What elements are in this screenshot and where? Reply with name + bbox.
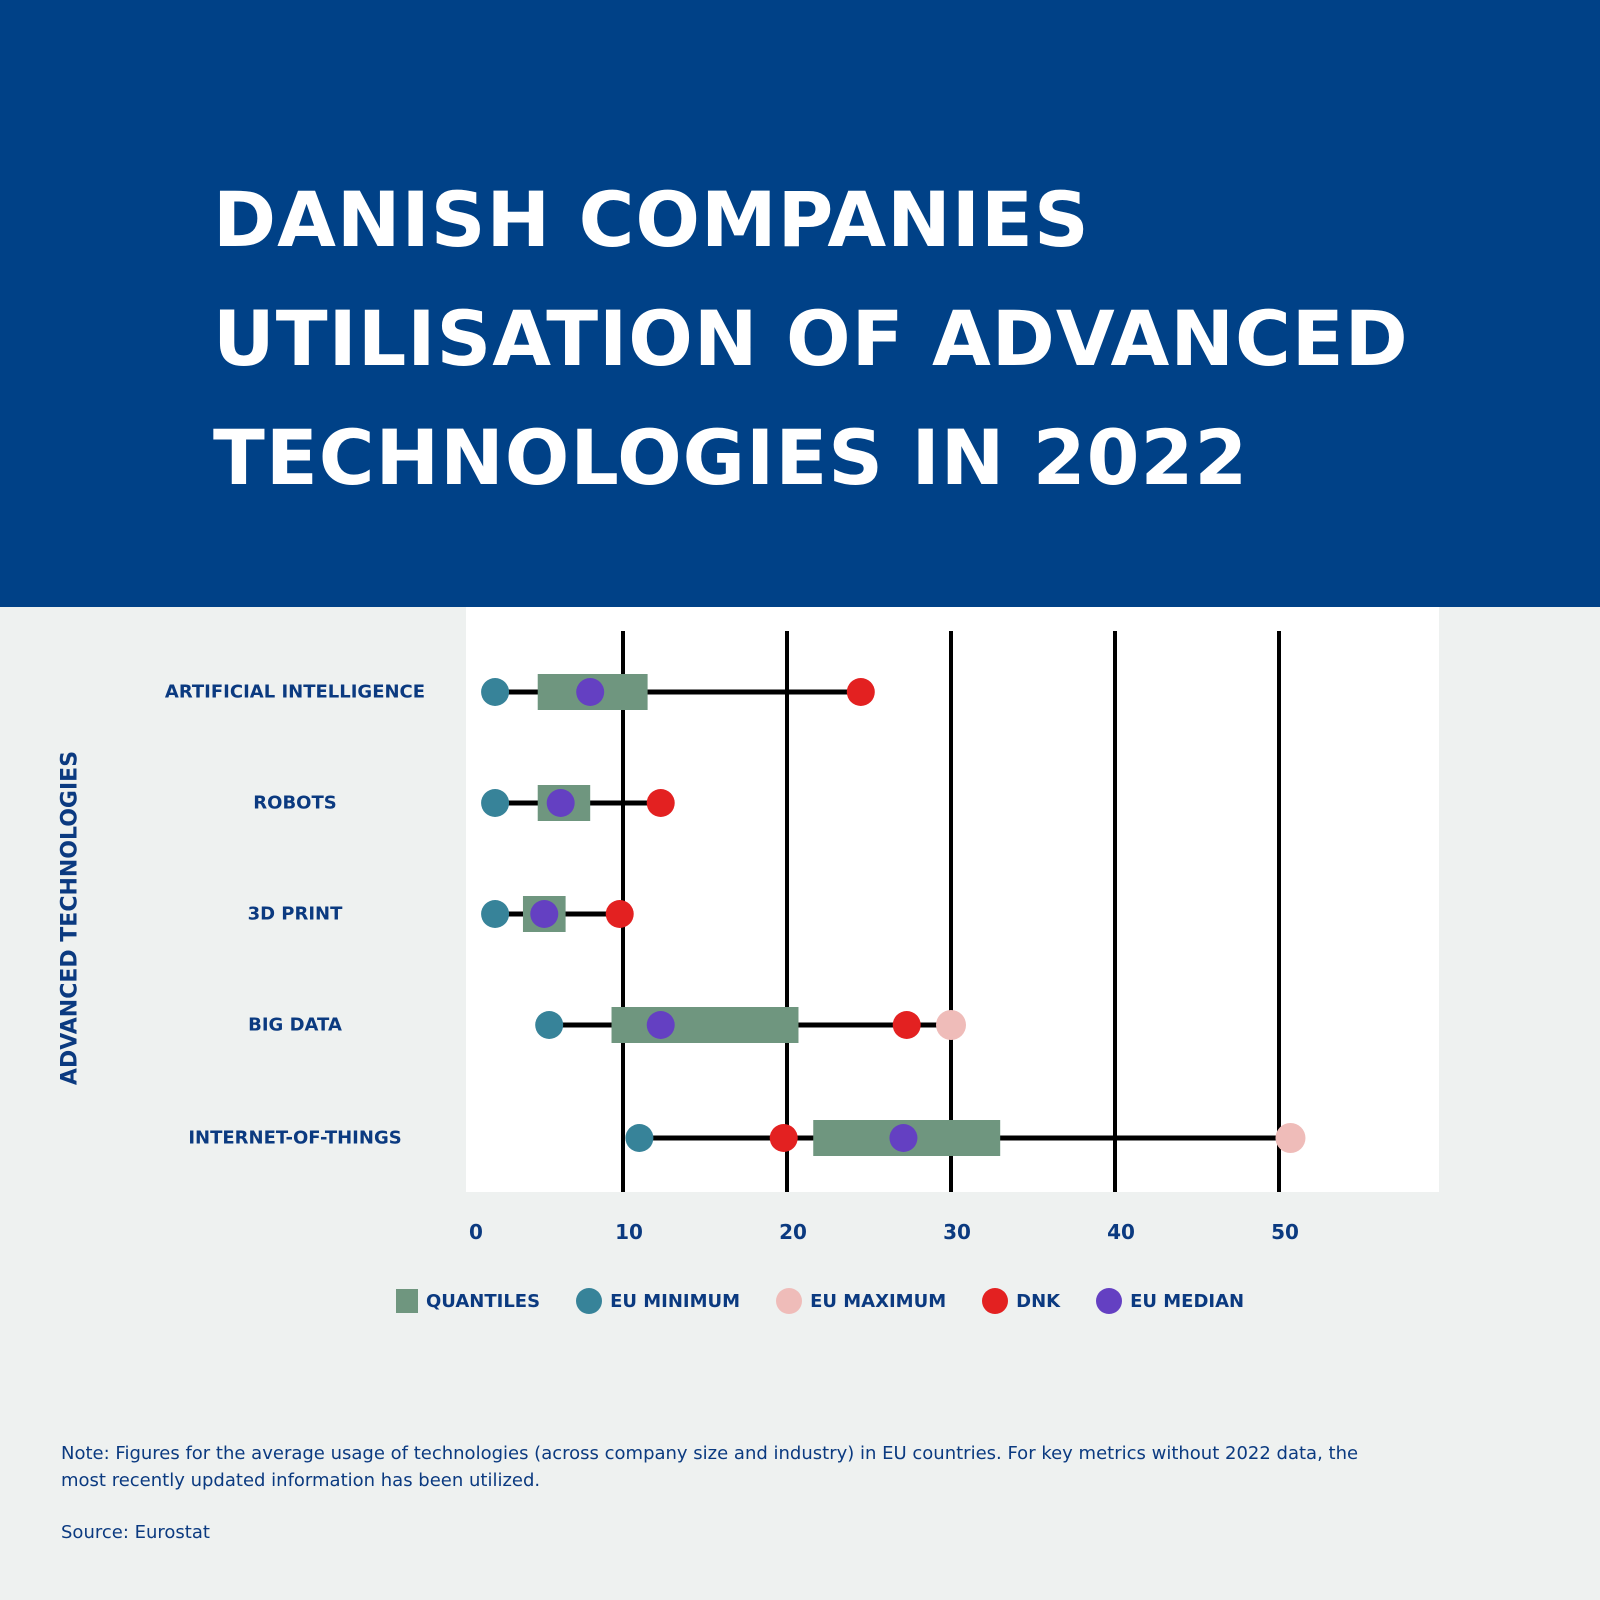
- legend-label: DNK: [1016, 1290, 1061, 1312]
- category-label: ROBOTS: [253, 792, 337, 814]
- eu-median-point: [546, 789, 575, 817]
- x-tick-label: 10: [615, 1220, 643, 1244]
- note-text: Note: Figures for the average usage of t…: [61, 1443, 1359, 1491]
- eu-minimum-point: [625, 1124, 654, 1152]
- eu-maximum-point: [936, 1010, 966, 1040]
- legend-swatch: [982, 1288, 1009, 1314]
- category-label: ARTIFICIAL INTELLIGENCE: [164, 681, 426, 703]
- legend-swatch: [576, 1288, 603, 1314]
- legend: QUANTILES EU MINIMUM EU MAXIMUM DNK EU MEDIA…: [396, 1288, 1280, 1314]
- eu-minimum-point: [481, 789, 510, 817]
- quantile-box: [611, 1007, 799, 1043]
- eu-minimum-point: [481, 678, 510, 706]
- dnk-point: [769, 1124, 798, 1152]
- eu-median-point: [530, 900, 559, 928]
- source-text: Source: Eurostat: [61, 1522, 210, 1543]
- legend-item-eu_max: EU MAXIMUM: [776, 1288, 946, 1314]
- legend-item-eu_median: EU MEDIAN: [1096, 1288, 1244, 1314]
- legend-label: EU MAXIMUM: [810, 1290, 947, 1312]
- category-label: 3D PRINT: [247, 903, 343, 925]
- x-tick-label: 50: [1271, 1220, 1299, 1244]
- legend-swatch: [776, 1288, 803, 1314]
- dnk-point: [846, 678, 875, 706]
- x-tick-label: 30: [943, 1220, 971, 1244]
- eu-minimum-point: [535, 1011, 564, 1039]
- page-title: DANISH COMPANIES UTILISATION OF ADVANCED…: [213, 175, 1409, 502]
- legend-swatch: [1096, 1288, 1123, 1314]
- dnk-point: [646, 789, 675, 817]
- legend-item-dnk: DNK: [982, 1288, 1060, 1314]
- eu-median-point: [646, 1011, 675, 1039]
- eu-maximum-point: [1275, 1123, 1306, 1153]
- category-label: BIG DATA: [248, 1014, 342, 1036]
- legend-swatch: [396, 1289, 418, 1313]
- category-label: INTERNET-OF-THINGS: [188, 1127, 402, 1149]
- legend-item-eu_min: EU MINIMUM: [576, 1288, 740, 1314]
- legend-label: EU MEDIAN: [1130, 1290, 1245, 1312]
- legend-label: EU MINIMUM: [610, 1290, 741, 1312]
- y-axis-label: ADVANCED TECHNOLOGIES: [57, 750, 83, 1086]
- dnk-point: [605, 900, 634, 928]
- eu-median-point: [889, 1124, 918, 1152]
- header-banner: DANISH COMPANIES UTILISATION OF ADVANCED…: [0, 0, 1600, 607]
- x-tick-label: 40: [1107, 1220, 1135, 1244]
- x-tick-label: 20: [779, 1220, 807, 1244]
- eu-median-point: [576, 678, 605, 706]
- eu-minimum-point: [481, 900, 510, 928]
- legend-item-quantiles: QUANTILES: [396, 1289, 540, 1313]
- x-tick-label: 0: [469, 1220, 483, 1244]
- dnk-point: [892, 1011, 921, 1039]
- legend-label: QUANTILES: [426, 1290, 541, 1312]
